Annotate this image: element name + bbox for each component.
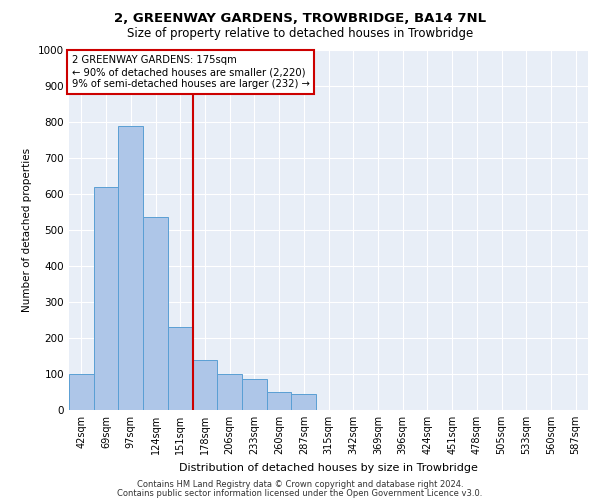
Bar xyxy=(242,380,267,410)
Text: 2 GREENWAY GARDENS: 175sqm
← 90% of detached houses are smaller (2,220)
9% of se: 2 GREENWAY GARDENS: 175sqm ← 90% of deta… xyxy=(71,56,310,88)
Bar xyxy=(94,187,118,410)
Text: Contains HM Land Registry data © Crown copyright and database right 2024.: Contains HM Land Registry data © Crown c… xyxy=(137,480,463,489)
X-axis label: Distribution of detached houses by size in Trowbridge: Distribution of detached houses by size … xyxy=(179,462,478,472)
Bar xyxy=(143,218,168,410)
Text: Contains public sector information licensed under the Open Government Licence v3: Contains public sector information licen… xyxy=(118,489,482,498)
Bar xyxy=(292,394,316,410)
Text: Size of property relative to detached houses in Trowbridge: Size of property relative to detached ho… xyxy=(127,28,473,40)
Bar xyxy=(69,374,94,410)
Bar xyxy=(217,374,242,410)
Bar xyxy=(118,126,143,410)
Text: 2, GREENWAY GARDENS, TROWBRIDGE, BA14 7NL: 2, GREENWAY GARDENS, TROWBRIDGE, BA14 7N… xyxy=(114,12,486,26)
Bar xyxy=(168,327,193,410)
Y-axis label: Number of detached properties: Number of detached properties xyxy=(22,148,32,312)
Bar xyxy=(267,392,292,410)
Bar xyxy=(193,360,217,410)
